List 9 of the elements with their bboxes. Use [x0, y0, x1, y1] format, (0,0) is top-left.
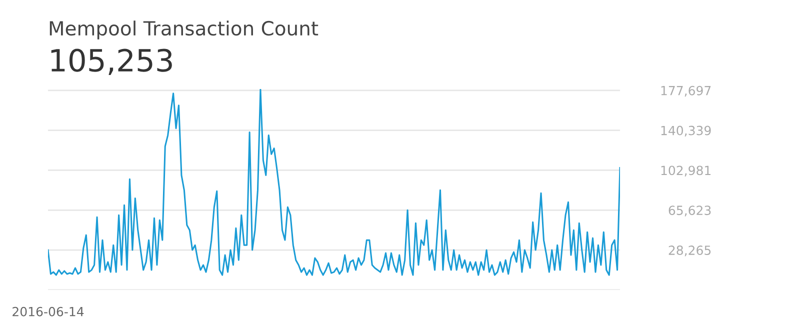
y-tick-label: 28,265 [668, 246, 711, 256]
y-tick-label: 102,981 [661, 166, 711, 176]
line-series [48, 89, 620, 276]
x-tick-label: 2016-06-14 [12, 306, 84, 316]
y-tick-label: 65,623 [668, 206, 711, 216]
chart-subtitle: 105,253 [51, 48, 172, 75]
y-tick-label: 177,697 [661, 86, 711, 97]
y-tick-label: 140,339 [661, 126, 711, 137]
chart-title: Mempool Transaction Count [50, 20, 318, 40]
